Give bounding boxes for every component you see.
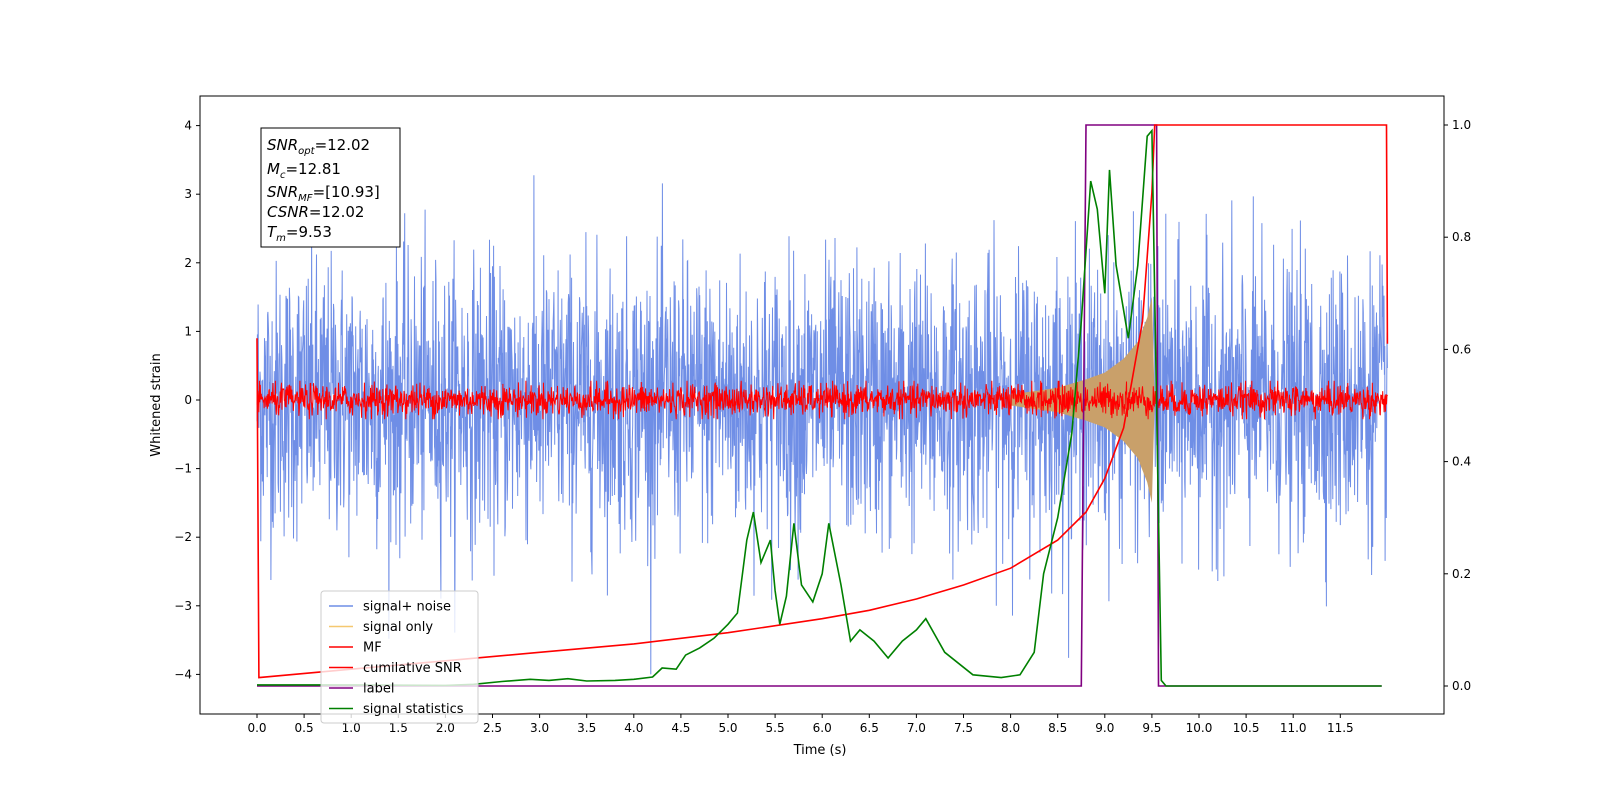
legend: signal+ noise signal only MF cumilative SNR… — [320, 590, 479, 724]
x-tick-label: 10.0 — [1186, 721, 1213, 735]
legend-frame — [320, 590, 479, 724]
x-tick-label: 8.0 — [1001, 721, 1020, 735]
x-tick-label: 6.5 — [860, 721, 879, 735]
y-axis-title: Whitened strain — [149, 353, 164, 456]
x-tick-label: 1.5 — [389, 721, 408, 735]
x-tick-label: 4.0 — [624, 721, 643, 735]
y-right-tick-label: 0.4 — [1452, 455, 1471, 469]
info-box-frame — [260, 127, 401, 248]
y-left-tick-label: −2 — [174, 530, 192, 544]
y-left-tick-label: −3 — [174, 599, 192, 613]
y-right-tick-label: 0.2 — [1452, 567, 1471, 581]
info-snr-opt: SNRopt=12.02 — [267, 136, 370, 157]
x-tick-label: 7.0 — [907, 721, 926, 735]
y-axis-right: 1.0 0.8 0.6 0.4 0.2 0.0 — [1444, 118, 1471, 693]
mf-layer — [256, 380, 1388, 420]
y-left-tick-label: −1 — [174, 462, 192, 476]
series-signal-only — [1010, 297, 1155, 503]
y-right-tick-label: 1.0 — [1452, 118, 1471, 132]
legend-label: signal+ noise — [363, 600, 451, 615]
y-right-tick-label: 0.8 — [1452, 230, 1471, 244]
y-left-tick-label: 2 — [184, 256, 192, 270]
x-tick-label: 8.5 — [1048, 721, 1067, 735]
x-tick-label: 7.5 — [954, 721, 973, 735]
x-tick-label: 6.0 — [813, 721, 832, 735]
x-tick-label: 3.0 — [530, 721, 549, 735]
x-tick-label: 9.0 — [1095, 721, 1114, 735]
y-right-tick-label: 0.6 — [1452, 342, 1471, 356]
x-axis-title: Time (s) — [793, 743, 847, 758]
y-left-tick-label: 1 — [184, 324, 192, 338]
info-box: SNRopt=12.02 Mc=12.81 SNRMF=[10.93] CSNR… — [260, 127, 401, 248]
x-tick-label: 0.0 — [247, 721, 266, 735]
info-snr-mf: SNRMF=[10.93] — [267, 183, 380, 204]
x-tick-label: 5.5 — [766, 721, 785, 735]
legend-label: signal statistics — [363, 702, 464, 717]
x-axis: 0.0 0.5 1.0 1.5 2.0 2.5 3.0 3.5 4.0 4.5 5.0 5.5 6.0 6… — [247, 714, 1354, 735]
info-tm: Tm=9.53 — [267, 223, 332, 244]
signal-envelope-layer — [1010, 297, 1155, 503]
legend-label: cumilative SNR — [363, 661, 462, 676]
x-tick-label: 10.5 — [1233, 721, 1260, 735]
y-left-tick-label: 4 — [184, 119, 192, 133]
x-tick-label: 0.5 — [295, 721, 314, 735]
y-left-tick-label: −4 — [174, 667, 192, 681]
y-left-tick-label: 0 — [184, 393, 192, 407]
right-axis-series — [256, 124, 1389, 687]
info-mc: Mc=12.81 — [267, 160, 341, 181]
x-tick-label: 1.0 — [342, 721, 361, 735]
y-axis-left: 4 3 2 1 0 −1 −2 −3 −4 — [174, 119, 200, 681]
legend-label: label — [363, 682, 394, 697]
x-tick-label: 2.0 — [436, 721, 455, 735]
series-cumulative-snr — [256, 124, 1389, 679]
info-csnr: CSNR=12.02 — [267, 203, 364, 221]
x-tick-label: 11.5 — [1327, 721, 1354, 735]
y-right-tick-label: 0.0 — [1452, 679, 1471, 693]
x-tick-label: 2.5 — [483, 721, 502, 735]
legend-entries: signal+ noise signal only MF cumilative SNR… — [329, 600, 464, 717]
legend-label: signal only — [363, 620, 433, 635]
x-tick-label: 5.0 — [718, 721, 737, 735]
legend-label: MF — [363, 641, 382, 656]
x-tick-label: 9.5 — [1142, 721, 1161, 735]
series-mf — [256, 380, 1388, 420]
x-tick-label: 4.5 — [671, 721, 690, 735]
x-tick-label: 3.5 — [577, 721, 596, 735]
y-left-tick-label: 3 — [184, 187, 192, 201]
x-tick-label: 11.0 — [1280, 721, 1307, 735]
series-signal-statistics — [257, 128, 1382, 687]
